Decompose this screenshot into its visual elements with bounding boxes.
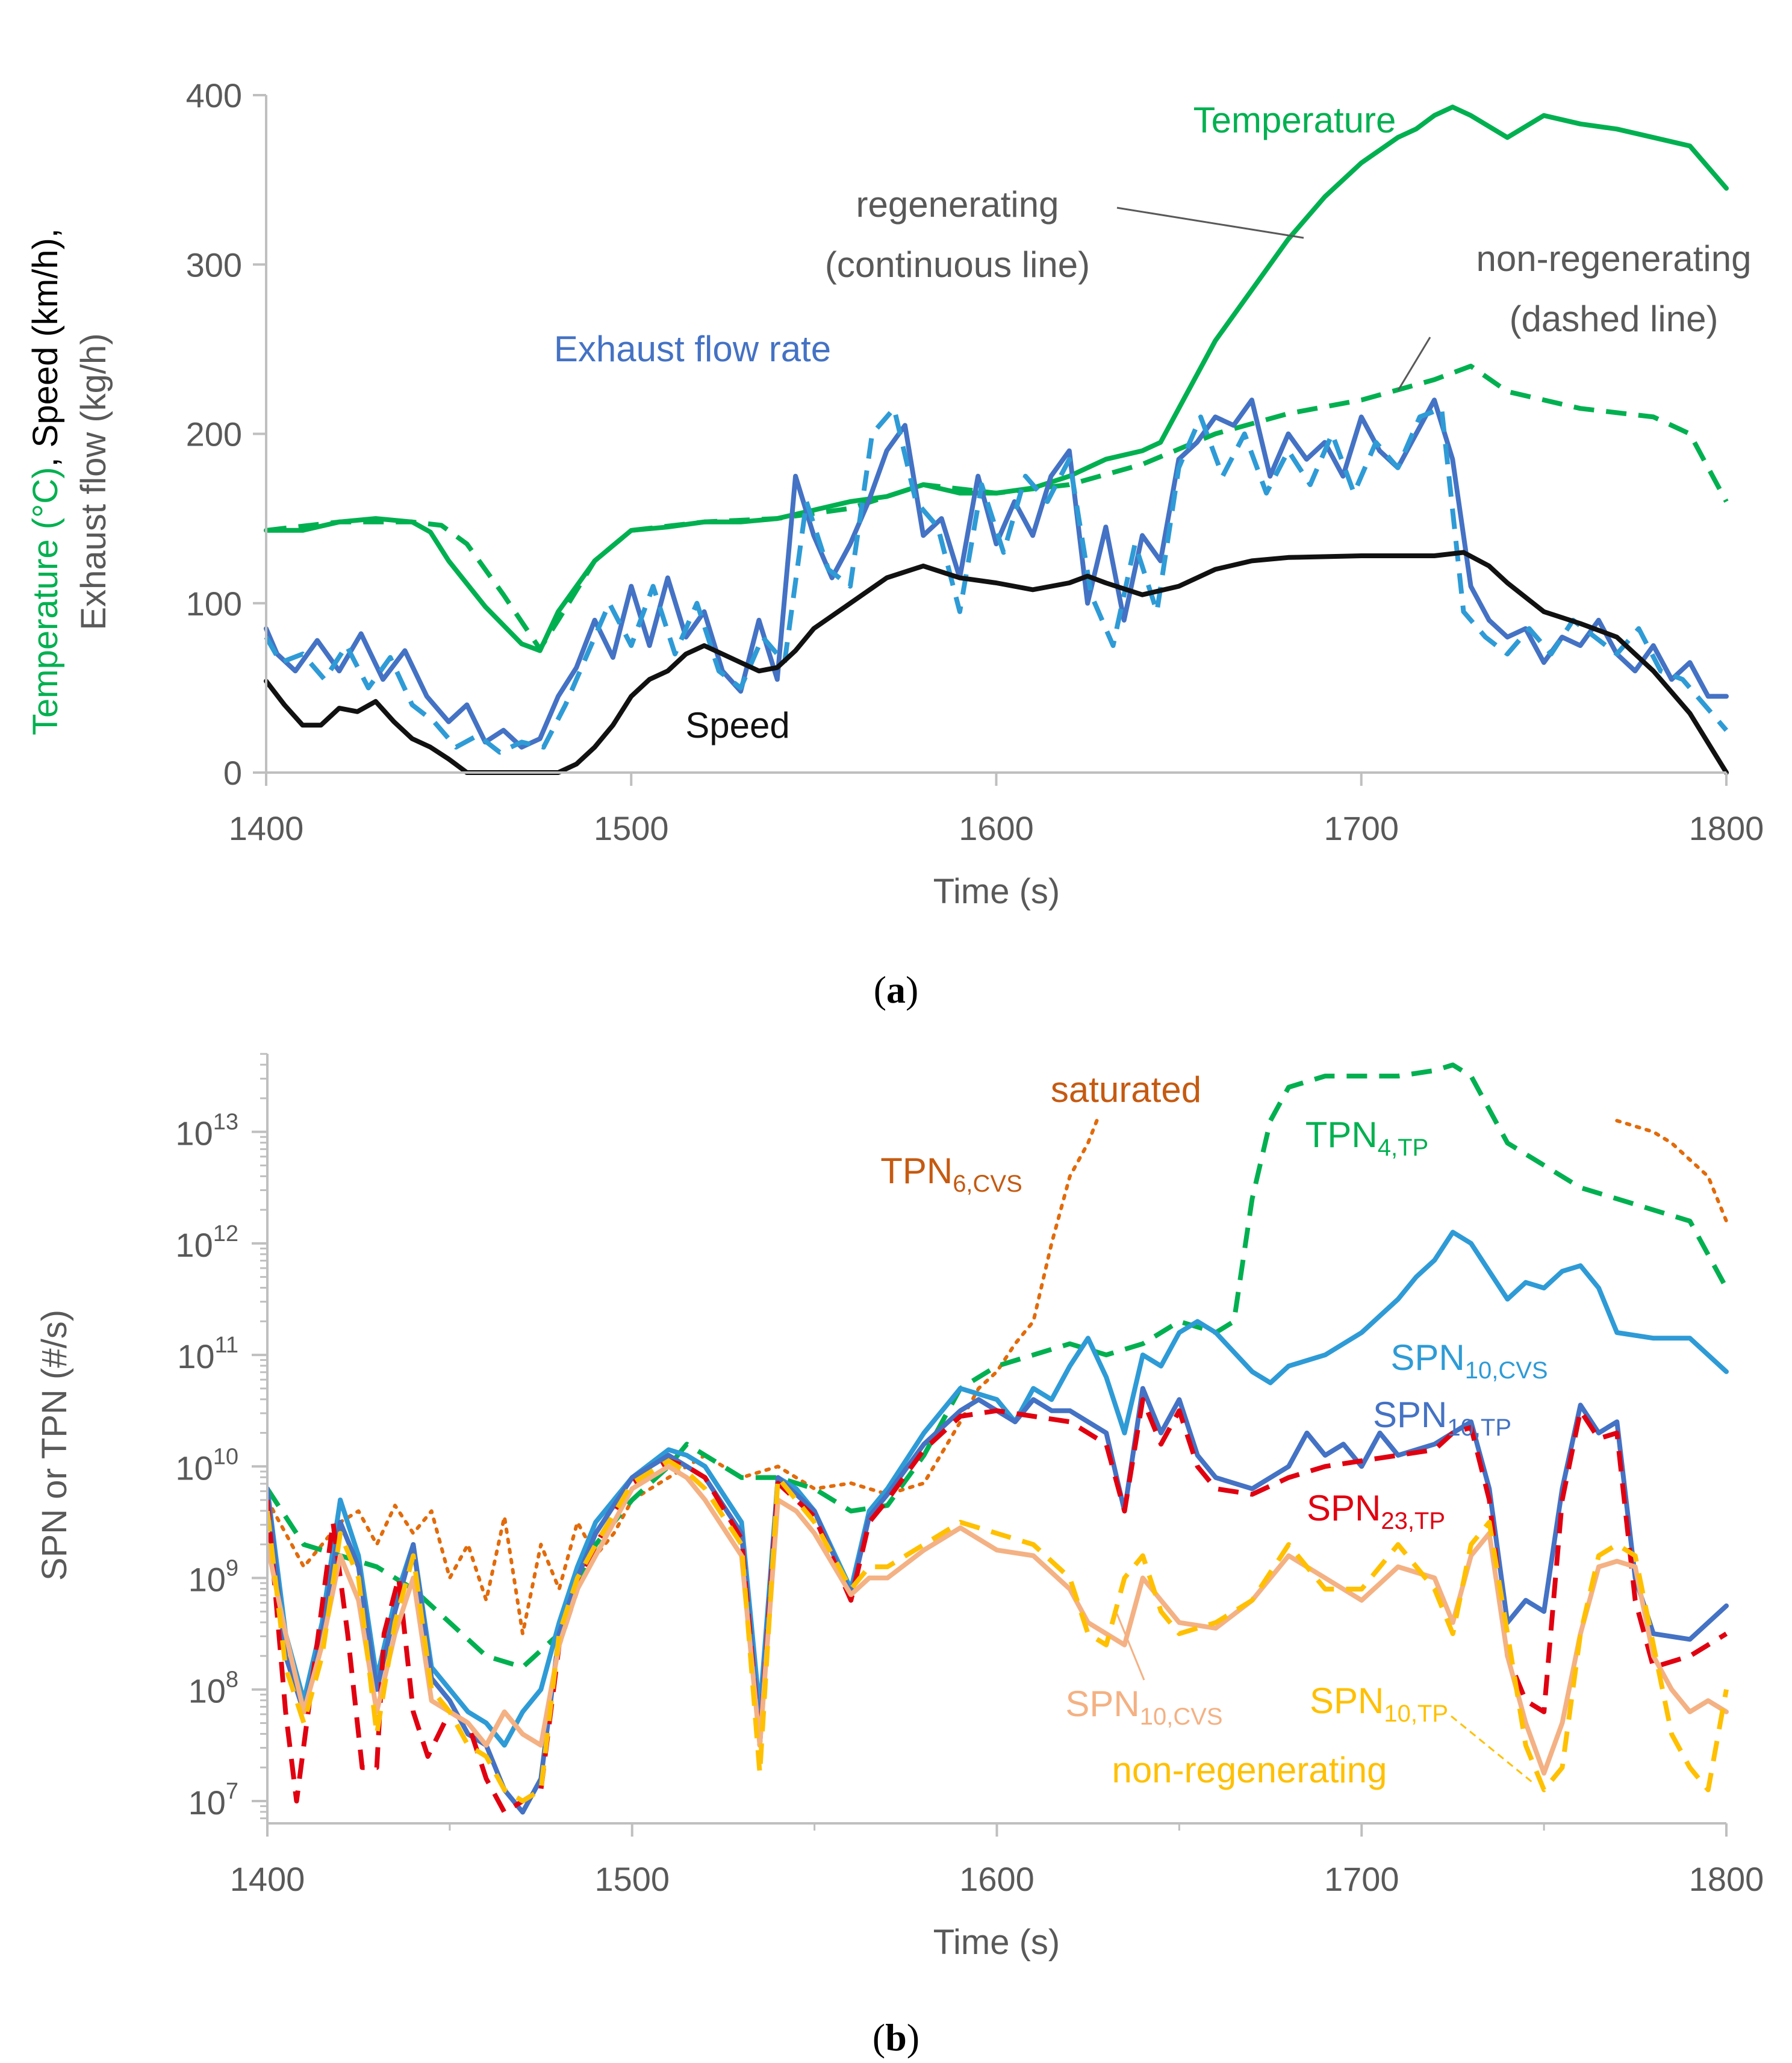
chart-b-ticks: 107 108 109 1010 1011 1012 1013 1400 1500 1600 170… <box>175 1053 1764 1898</box>
chart-a-x-tick-label: 1700 <box>1324 809 1399 847</box>
chart-b-y-tick-label: 1012 <box>175 1221 238 1264</box>
chart-a-y-tick-label: 0 <box>223 754 242 792</box>
chart-b-y-tick-label: 108 <box>188 1667 238 1710</box>
chart-a-y-tick-label: 300 <box>186 246 242 284</box>
chart-a-x-tick-label: 1600 <box>959 809 1034 847</box>
chart-a: 0 100 200 300 400 1400 1500 1600 1700 1800 Time (… <box>26 76 1764 1011</box>
y-title-separator: , <box>26 447 65 467</box>
chart-b-y-tick-label: 107 <box>188 1779 238 1822</box>
chart-a-x-tick-label: 1800 <box>1689 809 1764 847</box>
chart-a-y-axis-title-line2: Exhaust flow (kg/h) <box>74 333 113 630</box>
chart-a-x-tick-label: 1400 <box>229 809 304 847</box>
chart-b-x-axis-title: Time (s) <box>933 1923 1060 1962</box>
annotation-non-regenerating-b: non-regenerating <box>1112 1750 1387 1790</box>
chart-a-x-axis-title: Time (s) <box>933 872 1060 911</box>
panel-label-b: (b) <box>873 2016 919 2059</box>
annotation-tpn4-main: TPN <box>1305 1115 1378 1155</box>
y-title-speed-part: Speed (km/h) <box>26 238 65 447</box>
annotation-spn10cvs-main: SPN <box>1390 1337 1464 1378</box>
chart-b: 107 108 109 1010 1011 1012 1013 1400 1500 1600 170… <box>35 1053 1764 2059</box>
chart-a-y-tick-label: 200 <box>186 415 242 453</box>
annotation-saturated: saturated <box>1051 1069 1201 1110</box>
leader-spn10-tp-non-regenerating <box>1451 1715 1533 1784</box>
annotation-tpn4-tp: TPN4,TP <box>1305 1115 1428 1161</box>
leader-non-regenerating <box>1397 337 1431 391</box>
chart-a-series-2 <box>264 397 1729 750</box>
chart-b-y-tick-label: 1010 <box>175 1444 238 1487</box>
annotation-temperature: Temperature <box>1193 100 1396 140</box>
chart-a-series-group <box>264 104 1729 775</box>
chart-b-series-group <box>267 1062 1729 1815</box>
chart-b-x-tick-label: 1500 <box>594 1860 670 1898</box>
chart-a-ticks: 0 100 200 300 400 1400 1500 1600 1700 1800 <box>186 76 1764 847</box>
annotation-spn10cvs-sub: 10,CVS <box>1465 1357 1548 1384</box>
annotation-exhaust-flow-rate: Exhaust flow rate <box>554 329 831 369</box>
chart-a-series-3 <box>264 406 1729 755</box>
y-title-temperature-part: Temperature (°C) <box>26 467 65 735</box>
chart-a-series-4 <box>264 550 1729 775</box>
annotation-spn10-tp: SPN10,TP <box>1373 1395 1511 1441</box>
annotation-tpn6-sub: 6,CVS <box>953 1171 1022 1197</box>
leader-regenerating <box>1116 207 1304 239</box>
chart-a-y-tick-label: 400 <box>186 76 242 114</box>
chart-a-series-1 <box>266 364 1729 652</box>
annotation-tpn6-cvs: TPN6,CVS <box>880 1151 1022 1197</box>
annotation-spn10-cvs: SPN10,CVS <box>1390 1337 1548 1384</box>
chart-b-y-tick-label: 1013 <box>175 1110 238 1153</box>
chart-b-series-2-segment-0 <box>267 1230 1729 1748</box>
chart-b-x-tick-label: 1600 <box>959 1860 1034 1898</box>
chart-a-x-tick-label: 1500 <box>594 809 669 847</box>
annotation-regenerating-2: (continuous line) <box>825 244 1090 285</box>
chart-b-x-tick-label: 1800 <box>1689 1860 1764 1898</box>
chart-a-series-0 <box>264 104 1729 653</box>
annotation-spn23tp-main: SPN <box>1307 1488 1381 1528</box>
chart-a-y-tick-label: 100 <box>186 585 242 623</box>
annotation-spn10-tp-non-regenerating: SPN10,TP <box>1310 1681 1448 1727</box>
annotation-tpn6-main: TPN <box>880 1151 953 1191</box>
chart-a-y-axis-title: Temperature (°C), Speed (km/h), <box>26 228 65 735</box>
panel-label-a-letter: a <box>886 968 906 1011</box>
chart-b-series-0-segment-1 <box>1615 1119 1728 1223</box>
annotation-spn10cvs-nr-sub: 10,CVS <box>1140 1704 1223 1730</box>
leader-spn10-cvs-non-regenerating <box>1116 1613 1145 1681</box>
chart-b-x-tick-label: 1400 <box>230 1860 305 1898</box>
annotation-spn10cvs-nr-main: SPN <box>1065 1684 1139 1724</box>
annotation-spn10tp-nr-main: SPN <box>1310 1681 1384 1721</box>
chart-b-y-tick-label: 1011 <box>177 1333 238 1375</box>
annotation-spn23tp-sub: 23,TP <box>1381 1508 1445 1534</box>
chart-b-series-1-segment-0 <box>267 1062 1729 1670</box>
y-title-trailing-comma: , <box>26 228 65 238</box>
annotation-non-regenerating-2: (dashed line) <box>1510 299 1719 339</box>
panel-label-b-letter: b <box>885 2016 907 2059</box>
annotation-spn10tp-sub: 10,TP <box>1447 1414 1511 1441</box>
annotation-spn10tp-nr-sub: 10,TP <box>1384 1700 1448 1727</box>
panel-label-a: (a) <box>874 968 919 1011</box>
chart-b-series-6-segment-0 <box>267 1458 1729 1803</box>
chart-b-y-tick-label: 109 <box>188 1556 238 1599</box>
chart-b-series-5-segment-0 <box>267 1464 1729 1776</box>
chart-b-x-tick-label: 1700 <box>1324 1860 1399 1898</box>
annotation-tpn4-sub: 4,TP <box>1378 1134 1428 1161</box>
annotation-regenerating-1: regenerating <box>856 184 1059 225</box>
annotation-non-regenerating-1: non-regenerating <box>1476 238 1751 279</box>
annotation-spn10tp-main: SPN <box>1373 1395 1447 1435</box>
annotation-speed: Speed <box>685 705 790 745</box>
annotation-spn10-cvs-non-regenerating: SPN10,CVS <box>1065 1684 1222 1730</box>
annotation-spn23-tp: SPN23,TP <box>1307 1488 1445 1534</box>
chart-b-y-axis-title: SPN or TPN (#/s) <box>35 1310 74 1581</box>
chart-b-series-0-segment-0 <box>267 1113 1101 1636</box>
